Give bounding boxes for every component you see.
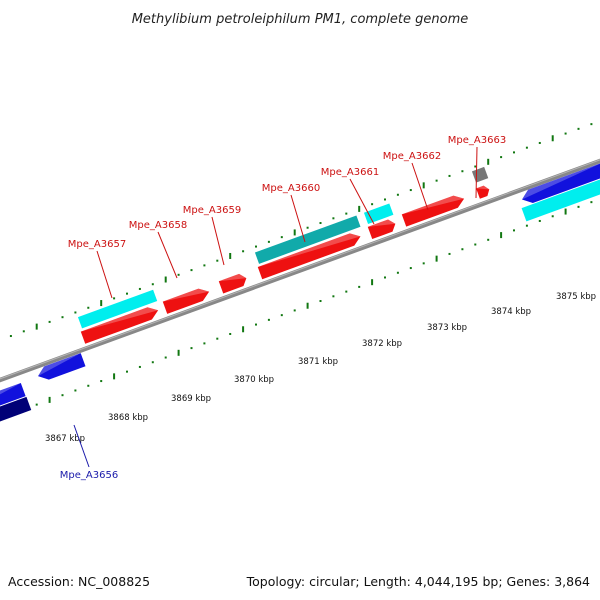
teal-feature-3660-body	[254, 215, 361, 264]
gene-Mpe_A3659-arrow-body	[218, 273, 247, 294]
tick-label-3867-kbp: 3867 kbp	[45, 434, 85, 444]
tick-label-3868-kbp: 3868 kbp	[108, 413, 148, 423]
tick-label-3871-kbp: 3871 kbp	[298, 357, 338, 367]
topology-summary-text: Topology: circular; Length: 4,044,195 bp…	[246, 574, 590, 589]
gene-Mpe_A3660-arrow-body	[257, 233, 361, 280]
tick-label-3875-kbp: 3875 kbp	[556, 292, 596, 302]
gene-Mpe_A3655-arrow-shine	[0, 382, 21, 406]
gene-Mpe_A3658-arrow-shine	[162, 288, 210, 302]
gene-Mpe_A3660-arrow-shine	[257, 233, 361, 267]
gene-Mpe_A3661-arrow	[367, 219, 396, 240]
gene-Mpe_A3657-arrow	[80, 307, 159, 344]
gene-Mpe_A3662-arrow-shine	[401, 195, 465, 215]
gene-label-Mpe_A3662: Mpe_A3662	[383, 151, 441, 162]
gene-label-Mpe_A3663: Mpe_A3663	[448, 135, 506, 146]
cyan-feature-3657-body	[77, 289, 158, 329]
leader-Mpe_A3658	[157, 231, 178, 279]
gene-Mpe_A3658-arrow-body	[162, 288, 210, 314]
gene-label-Mpe_A3657: Mpe_A3657	[68, 239, 126, 250]
tick-rows	[9, 123, 593, 416]
gene-Mpe_A3662-arrow	[401, 195, 465, 227]
backbone-highlight	[0, 159, 600, 380]
gene-Mpe_A3660-arrow	[257, 233, 361, 280]
cyan-feature-3657	[77, 289, 158, 329]
gene-Mpe_A3663-arrow	[476, 185, 490, 199]
leader-Mpe_A3661	[349, 178, 375, 225]
gene-Mpe_A3657-arrow-shine	[80, 307, 159, 332]
tick-label-3874-kbp: 3874 kbp	[491, 307, 531, 317]
gene-Mpe_A3655-arrow-body	[0, 382, 26, 409]
tick-label-3870-kbp: 3870 kbp	[234, 375, 274, 385]
leader-Mpe_A3662	[411, 162, 429, 211]
gene-Mpe_A3657-arrow-body	[80, 307, 159, 344]
gene-Mpe_A3656-arrow-body	[38, 353, 86, 380]
gray-feature-3663-body	[471, 166, 489, 183]
gene-Mpe_A3659-arrow	[218, 273, 247, 294]
genome-backbone	[0, 158, 600, 383]
leader-Mpe_A3657	[96, 250, 113, 299]
gene-Mpe_A3661-arrow-body	[367, 219, 396, 240]
tick-label-3872-kbp: 3872 kbp	[362, 339, 402, 349]
map-title: Methylibium petroleiphilum PM1, complete…	[132, 12, 469, 27]
gene-label-Mpe_A3658: Mpe_A3658	[129, 220, 187, 231]
gene-Mpe_A3662-arrow-body	[401, 195, 465, 227]
gene-reverse-right-arrow	[522, 162, 600, 203]
gene-Mpe_A3663-arrow-shine	[476, 185, 490, 190]
leader-Mpe_A3663	[475, 146, 478, 199]
teal-feature-3660	[254, 215, 361, 264]
leader-Mpe_A3660	[290, 194, 306, 243]
leader-Mpe_A3659	[211, 216, 225, 266]
cyan-feature-right-body	[521, 178, 600, 222]
tick-labels: 3867 kbp 3868 kbp 3869 kbp 3870 kbp 3871 kbp…	[45, 292, 596, 444]
feature-track	[0, 162, 600, 428]
gene-Mpe_A3658-arrow	[162, 288, 210, 314]
leader-Mpe_A3656	[73, 424, 90, 468]
gene-label-Mpe_A3656: Mpe_A3656	[60, 470, 118, 481]
gene-label-Mpe_A3661: Mpe_A3661	[321, 167, 379, 178]
gene-Mpe_A3661-arrow-shine	[367, 219, 396, 227]
gene-Mpe_A3655-arrow	[0, 382, 26, 409]
gene-label-Mpe_A3660: Mpe_A3660	[262, 183, 320, 194]
gene-dark-feature-arrow	[0, 396, 32, 428]
tick-label-3869-kbp: 3869 kbp	[171, 394, 211, 404]
gene-Mpe_A3663-arrow-body	[476, 185, 490, 199]
outer-tick-row	[9, 123, 593, 338]
gene-dark-feature-arrow-body	[0, 396, 32, 428]
gene-reverse-right-arrow-body	[522, 162, 600, 203]
gray-feature-3663	[471, 166, 489, 183]
accession-text: Accession: NC_008825	[8, 574, 150, 589]
gene-Mpe_A3659-arrow-shine	[218, 273, 247, 282]
tick-label-3873-kbp: 3873 kbp	[427, 323, 467, 333]
backbone-line	[0, 158, 600, 383]
gene-label-Mpe_A3659: Mpe_A3659	[183, 205, 241, 216]
gene-Mpe_A3656-arrow	[38, 353, 86, 380]
cyan-feature-right	[521, 178, 600, 222]
